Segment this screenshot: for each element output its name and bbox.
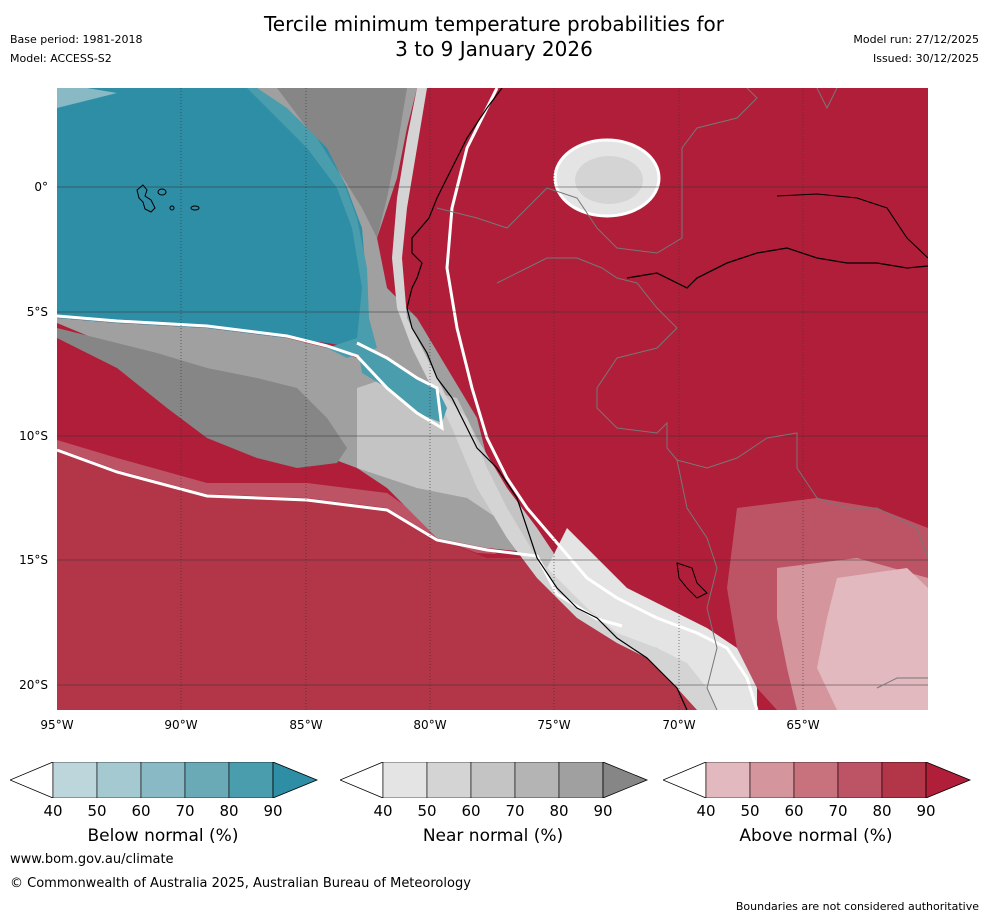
disclaimer: Boundaries are not considered authoritat… (735, 900, 979, 913)
lon-label: 65°W (786, 718, 820, 732)
above-band-40-se (817, 568, 928, 710)
colorbar-tick-label: 80 (219, 802, 239, 820)
colorbar-tick-label: 60 (784, 802, 804, 820)
colorbar-tick-label: 90 (593, 802, 613, 820)
lat-label: 20°S (19, 678, 48, 692)
title-line-1: Tercile minimum temperature probabilitie… (263, 12, 725, 36)
colorbar-above-title: Above normal (%) (739, 826, 893, 846)
colorbar-segment (881, 761, 927, 799)
colorbar-tick-label: 50 (417, 802, 437, 820)
copyright: © Commonwealth of Australia 2025, Austra… (10, 876, 471, 891)
inland-near-core (575, 156, 643, 204)
lat-label: 0° (34, 180, 48, 194)
below-band-90 (57, 88, 367, 348)
colorbar-near-svg (338, 761, 649, 799)
lat-label: 10°S (19, 429, 48, 443)
colorbar-near-title: Near normal (%) (422, 826, 564, 846)
colorbar-tick-label: 40 (373, 802, 393, 820)
lon-label: 90°W (164, 718, 198, 732)
colorbar-below-svg (8, 761, 319, 799)
colorbar-tick-label: 80 (872, 802, 892, 820)
colorbar-segment (749, 761, 795, 799)
map-panel (57, 88, 928, 710)
above-boundary-coast (445, 88, 759, 710)
lon-label: 85°W (289, 718, 323, 732)
near-band-90-north (277, 88, 407, 238)
map-title: Tercile minimum temperature probabilitie… (0, 12, 988, 62)
colorbar-tick-label: 60 (461, 802, 481, 820)
lake-titicaca (676, 562, 708, 599)
lat-label: 15°S (19, 553, 48, 567)
colorbar-near (338, 761, 650, 799)
colorbar-extend-high (925, 761, 972, 799)
probability-map (57, 88, 928, 710)
colorbar-tick-label: 40 (696, 802, 716, 820)
lat-label: 5°S (26, 305, 48, 319)
issued-date: Issued: 30/12/2025 (872, 52, 979, 65)
colorbar-tick-label: 50 (87, 802, 107, 820)
river-tributary (776, 193, 928, 259)
colorbar-extend-low (338, 761, 384, 799)
below-boundary (57, 314, 444, 431)
colorbar-tick-label: 90 (263, 802, 283, 820)
latitude-lines (57, 186, 928, 686)
colorbar-below-title: Below normal (%) (87, 826, 239, 846)
lon-label: 80°W (413, 718, 447, 732)
colorbar-segment (426, 761, 472, 799)
colorbar-segment (382, 761, 428, 799)
above-boundary-south (57, 448, 623, 628)
below-band-80 (247, 88, 377, 358)
colorbar-above-svg (661, 761, 972, 799)
lon-label: 75°W (537, 718, 571, 732)
colorbar-segment (837, 761, 883, 799)
colorbar-tick-label: 90 (916, 802, 936, 820)
above-band-80 (57, 448, 737, 710)
colorbar-below (8, 761, 320, 799)
below-coastal-tongue (357, 343, 447, 423)
website-link[interactable]: www.bom.gov.au/climate (10, 852, 174, 867)
colorbar-segment (140, 761, 186, 799)
colorbar-tick-label: 50 (740, 802, 760, 820)
colorbar-segment (705, 761, 751, 799)
near-coastal-strip (547, 528, 757, 710)
near-band-90-south (57, 328, 347, 468)
colorbar-segment (96, 761, 142, 799)
colorbar-segment (793, 761, 839, 799)
colorbar-tick-label: 70 (175, 802, 195, 820)
colorbar-above (661, 761, 973, 799)
colorbar-extend-low (8, 761, 54, 799)
colorbar-segment (228, 761, 274, 799)
colorbar-segment (558, 761, 604, 799)
colorbar-tick-label: 60 (131, 802, 151, 820)
coastline (406, 88, 688, 710)
colorbar-segment (52, 761, 98, 799)
colorbar-tick-label: 70 (828, 802, 848, 820)
colorbar-extend-high (602, 761, 649, 799)
colorbar-segment (470, 761, 516, 799)
lon-label: 95°W (40, 718, 74, 732)
colorbar-extend-high (272, 761, 319, 799)
galapagos-islands (136, 184, 200, 213)
title-line-2: 3 to 9 January 2026 (395, 37, 593, 61)
colorbar-extend-low (661, 761, 707, 799)
colorbar-tick-label: 80 (549, 802, 569, 820)
colorbar-segment (514, 761, 560, 799)
base-period: Base period: 1981-2018 (10, 33, 143, 46)
model-name: Model: ACCESS-S2 (10, 52, 112, 65)
colorbar-segment (184, 761, 230, 799)
lon-label: 70°W (662, 718, 696, 732)
country-borders (436, 88, 928, 710)
colorbar-tick-label: 70 (505, 802, 525, 820)
model-run: Model run: 27/12/2025 (853, 33, 979, 46)
below-band-60 (57, 88, 117, 108)
amazon-river (626, 247, 928, 289)
colorbar-tick-label: 40 (43, 802, 63, 820)
